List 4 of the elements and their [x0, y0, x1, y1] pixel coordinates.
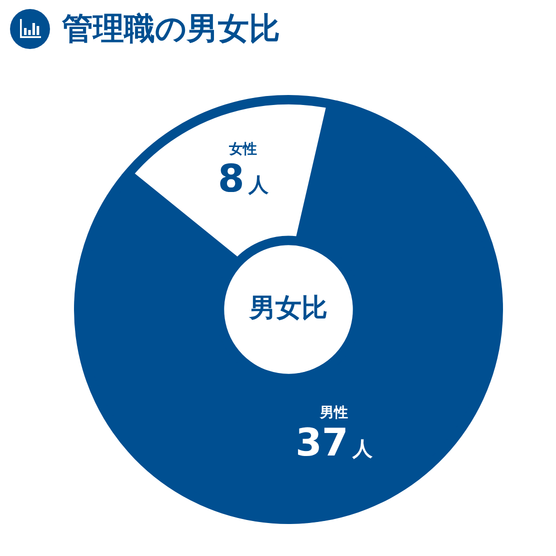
chart-title: 管理職の男女比 [62, 10, 280, 49]
slice-label: 男性 [318, 404, 348, 421]
text: 男女比 [248, 293, 328, 324]
slice-label: 女性 [228, 141, 258, 158]
